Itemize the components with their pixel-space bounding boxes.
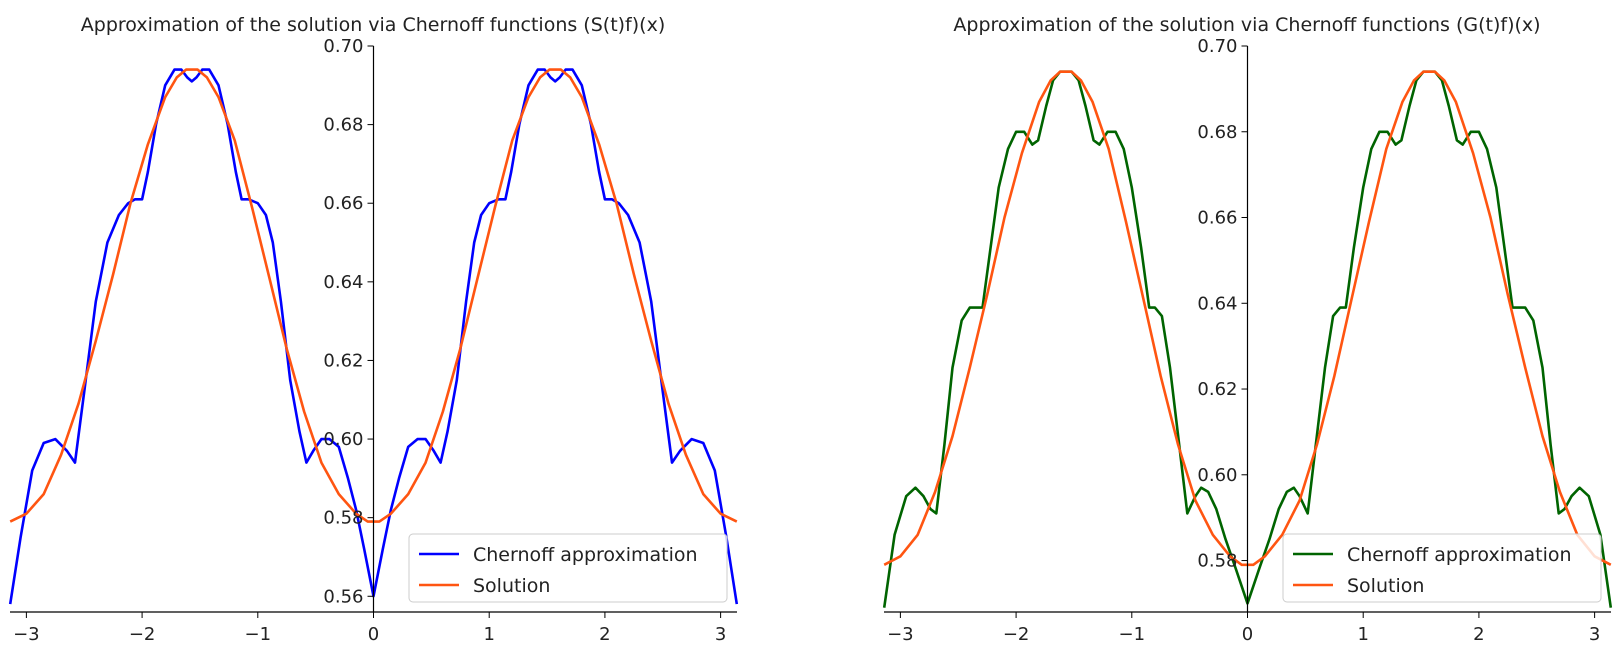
y-tick-label: 0.70: [323, 36, 363, 57]
legend-label: Chernoff approximation: [473, 544, 698, 566]
y-tick-label: 0.70: [1197, 36, 1237, 57]
y-tick-label: 0.60: [323, 429, 363, 450]
x-tick-label: 3: [715, 624, 726, 645]
x-tick-label: −3: [887, 624, 914, 645]
x-tick-label: 2: [1473, 624, 1484, 645]
x-tick-label: 0: [368, 624, 379, 645]
y-tick-label: 0.68: [1197, 122, 1237, 143]
x-tick-label: 0: [1242, 624, 1253, 645]
y-tick-label: 0.66: [1197, 208, 1237, 229]
chart-title-left: Approximation of the solution via Cherno…: [81, 14, 665, 36]
legend-box: [408, 533, 728, 603]
y-tick-label: 0.64: [1197, 293, 1237, 314]
chart-title-right: Approximation of the solution via Cherno…: [953, 14, 1540, 36]
x-tick-label: −1: [1119, 624, 1146, 645]
y-tick-label: 0.60: [1197, 465, 1237, 486]
y-tick-label: 0.68: [323, 115, 363, 136]
x-tick-label: −2: [129, 624, 156, 645]
y-tick-label: 0.56: [323, 586, 363, 607]
y-tick-label: 0.62: [323, 350, 363, 371]
legend-box: [1282, 533, 1602, 603]
x-tick-label: −3: [13, 624, 40, 645]
y-tick-label: 0.58: [323, 508, 363, 529]
y-tick-label: 0.66: [323, 193, 363, 214]
x-tick-label: 2: [599, 624, 610, 645]
y-tick-label: 0.62: [1197, 379, 1237, 400]
x-tick-label: −2: [1003, 624, 1030, 645]
x-tick-label: 1: [483, 624, 494, 645]
y-tick-label: 0.58: [1197, 551, 1237, 572]
x-tick-label: 3: [1589, 624, 1600, 645]
plot-left: −3 −2 −1 0 1 2 3 0.56 0.58 0.60 0.62 0.64 0.66 0.68 0.…: [8, 36, 739, 645]
x-tick-label: −1: [245, 624, 272, 645]
x-tick-label: 1: [1357, 624, 1368, 645]
legend: Chernoff approximation Solution: [1282, 533, 1602, 603]
plot-right: −3 −2 −1 0 1 2 3 0.58 0.60 0.62 0.64 0.66 0.68 0.70 Ch…: [882, 36, 1613, 645]
legend-label: Solution: [473, 575, 550, 597]
y-tick-label: 0.64: [323, 272, 363, 293]
legend-label: Solution: [1347, 575, 1424, 597]
legend-label: Chernoff approximation: [1347, 544, 1572, 566]
legend: Chernoff approximation Solution: [408, 533, 728, 603]
